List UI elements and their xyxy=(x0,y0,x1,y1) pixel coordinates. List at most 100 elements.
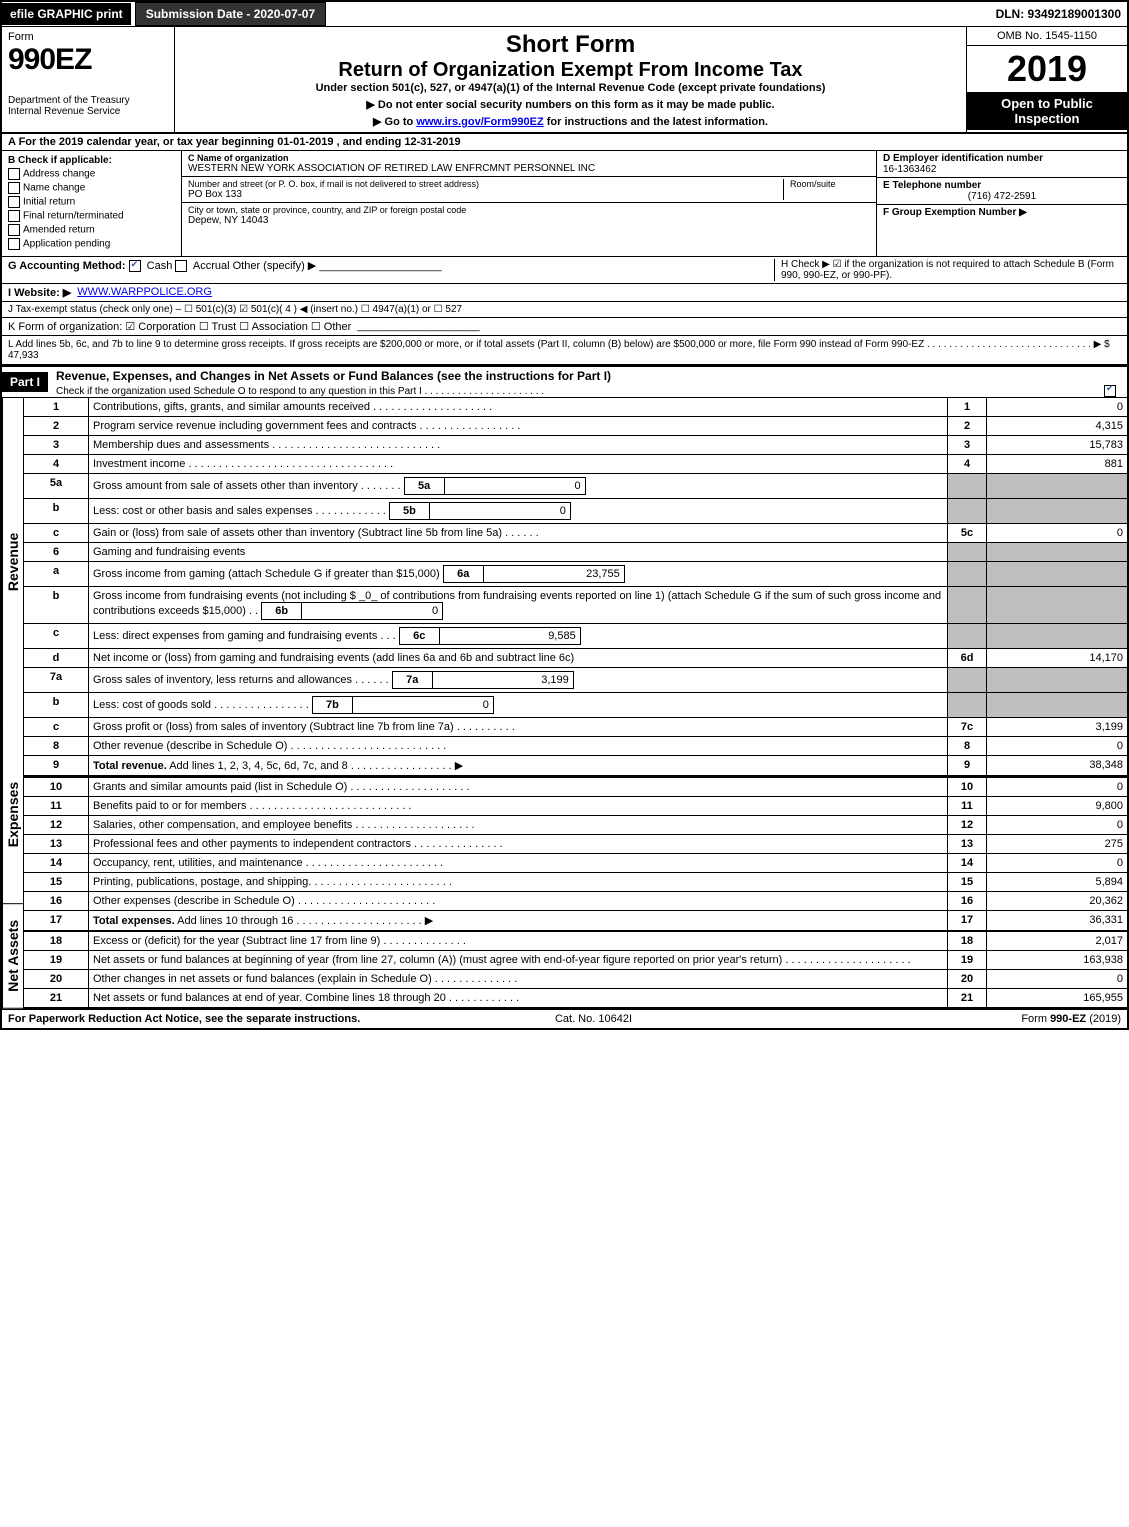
line-row-16: 16Other expenses (describe in Schedule O… xyxy=(24,892,1127,911)
line-row-1: 1Contributions, gifts, grants, and simil… xyxy=(24,398,1127,417)
omb-number: OMB No. 1545-1150 xyxy=(967,27,1127,46)
line-box-7a xyxy=(947,668,987,693)
row-i: I Website: ▶ WWW.WARPPOLICE.ORG xyxy=(2,284,1127,302)
street-value: PO Box 133 xyxy=(188,189,783,200)
website-link[interactable]: WWW.WARPPOLICE.ORG xyxy=(77,286,212,298)
sub-label-6b: 6b xyxy=(262,603,302,619)
line-amount-6d: 14,170 xyxy=(987,649,1127,668)
line-row-5c: cGain or (loss) from sale of assets othe… xyxy=(24,524,1127,543)
return-title: Return of Organization Exempt From Incom… xyxy=(181,59,960,82)
check-b-heading: B Check if applicable: xyxy=(8,155,175,166)
period-line-a: A For the 2019 calendar year, or tax yea… xyxy=(2,134,1127,151)
line-box-6 xyxy=(947,543,987,562)
dept-irs: Internal Revenue Service xyxy=(8,106,168,117)
line-box-7b xyxy=(947,693,987,718)
line-desc-5c: Gain or (loss) from sale of assets other… xyxy=(89,524,947,543)
line-amount-15: 5,894 xyxy=(987,873,1127,892)
sub-value-5a: 0 xyxy=(445,478,585,494)
checkbox-name-change[interactable] xyxy=(8,182,20,194)
sub-value-6b: 0 xyxy=(302,603,442,619)
checkbox-amended-return[interactable] xyxy=(8,224,20,236)
line-amount-14: 0 xyxy=(987,854,1127,873)
line-box-10: 10 xyxy=(947,778,987,797)
checkbox-schedule-o[interactable] xyxy=(1104,385,1116,397)
checkbox-accrual[interactable] xyxy=(175,260,187,272)
label-application-pending: Application pending xyxy=(23,239,110,250)
i-label: I Website: ▶ xyxy=(8,286,71,299)
under-section-text: Under section 501(c), 527, or 4947(a)(1)… xyxy=(181,82,960,94)
part1-title: Revenue, Expenses, and Changes in Net As… xyxy=(48,367,1127,385)
line-row-4: 4Investment income . . . . . . . . . . .… xyxy=(24,455,1127,474)
sub-label-6a: 6a xyxy=(444,566,484,582)
line-box-18: 18 xyxy=(947,932,987,951)
line-num-6d: d xyxy=(24,649,89,668)
footer-row: For Paperwork Reduction Act Notice, see … xyxy=(2,1009,1127,1028)
header-center: Short Form Return of Organization Exempt… xyxy=(175,27,966,132)
sub-box-5b: 5b0 xyxy=(389,502,571,520)
line-row-9: 9Total revenue. Add lines 1, 2, 3, 4, 5c… xyxy=(24,756,1127,777)
part1-header-row: Part I Revenue, Expenses, and Changes in… xyxy=(2,365,1127,398)
line-row-8: 8Other revenue (describe in Schedule O) … xyxy=(24,737,1127,756)
checkbox-address-change[interactable] xyxy=(8,168,20,180)
line-amount-13: 275 xyxy=(987,835,1127,854)
sub-label-5a: 5a xyxy=(405,478,445,494)
line-amount-6a xyxy=(987,562,1127,587)
line-desc-20: Other changes in net assets or fund bala… xyxy=(89,970,947,989)
line-box-6c xyxy=(947,624,987,649)
line-desc-21: Net assets or fund balances at end of ye… xyxy=(89,989,947,1009)
line-desc-5b: Less: cost or other basis and sales expe… xyxy=(89,499,947,524)
line-num-6a: a xyxy=(24,562,89,587)
line-row-6a: aGross income from gaming (attach Schedu… xyxy=(24,562,1127,587)
submission-date-button[interactable]: Submission Date - 2020-07-07 xyxy=(135,2,326,26)
line-num-1: 1 xyxy=(24,398,89,417)
header-right: OMB No. 1545-1150 2019 Open to Public In… xyxy=(966,27,1127,132)
line-amount-20: 0 xyxy=(987,970,1127,989)
h-check-text: H Check ▶ ☑ if the organization is not r… xyxy=(774,259,1121,281)
phone-value: (716) 472-2591 xyxy=(883,191,1121,202)
line-amount-4: 881 xyxy=(987,455,1127,474)
sub-box-7a: 7a3,199 xyxy=(392,671,574,689)
form-number: 990EZ xyxy=(8,43,168,77)
org-center-column: C Name of organization WESTERN NEW YORK … xyxy=(182,151,877,256)
city-label: City or town, state or province, country… xyxy=(188,205,870,215)
line-amount-2: 4,315 xyxy=(987,417,1127,436)
irs-link[interactable]: www.irs.gov/Form990EZ xyxy=(416,116,543,128)
line-num-7b: b xyxy=(24,693,89,718)
form-ref: Form 990-EZ (2019) xyxy=(1021,1013,1121,1025)
line-num-16: 16 xyxy=(24,892,89,911)
checkbox-initial-return[interactable] xyxy=(8,196,20,208)
line-amount-12: 0 xyxy=(987,816,1127,835)
line-num-20: 20 xyxy=(24,970,89,989)
line-desc-13: Professional fees and other payments to … xyxy=(89,835,947,854)
cat-no: Cat. No. 10642I xyxy=(555,1013,632,1025)
k-text: K Form of organization: ☑ Corporation ☐ … xyxy=(8,320,351,333)
c-label: C Name of organization xyxy=(188,153,870,163)
line-amount-17: 36,331 xyxy=(987,911,1127,932)
line-desc-8: Other revenue (describe in Schedule O) .… xyxy=(89,737,947,756)
room-suite-label: Room/suite xyxy=(783,179,870,200)
line-desc-1: Contributions, gifts, grants, and simila… xyxy=(89,398,947,417)
goto-prefix: ▶ Go to xyxy=(373,116,416,128)
checkbox-cash[interactable] xyxy=(129,260,141,272)
checkbox-final-return[interactable] xyxy=(8,210,20,222)
line-num-6: 6 xyxy=(24,543,89,562)
efile-print-button[interactable]: efile GRAPHIC print xyxy=(2,3,131,25)
line-amount-7c: 3,199 xyxy=(987,718,1127,737)
part1-label: Part I xyxy=(2,372,48,392)
line-num-7a: 7a xyxy=(24,668,89,693)
line-num-12: 12 xyxy=(24,816,89,835)
line-amount-11: 9,800 xyxy=(987,797,1127,816)
line-amount-9: 38,348 xyxy=(987,756,1127,777)
line-desc-6: Gaming and fundraising events xyxy=(89,543,947,562)
line-num-15: 15 xyxy=(24,873,89,892)
line-desc-6a: Gross income from gaming (attach Schedul… xyxy=(89,562,947,587)
line-box-2: 2 xyxy=(947,417,987,436)
city-value: Depew, NY 14043 xyxy=(188,215,870,226)
line-box-17: 17 xyxy=(947,911,987,932)
sub-value-6c: 9,585 xyxy=(440,628,580,644)
line-row-14: 14Occupancy, rent, utilities, and mainte… xyxy=(24,854,1127,873)
line-amount-8: 0 xyxy=(987,737,1127,756)
line-num-6c: c xyxy=(24,624,89,649)
line-row-6d: dNet income or (loss) from gaming and fu… xyxy=(24,649,1127,668)
checkbox-application-pending[interactable] xyxy=(8,238,20,250)
